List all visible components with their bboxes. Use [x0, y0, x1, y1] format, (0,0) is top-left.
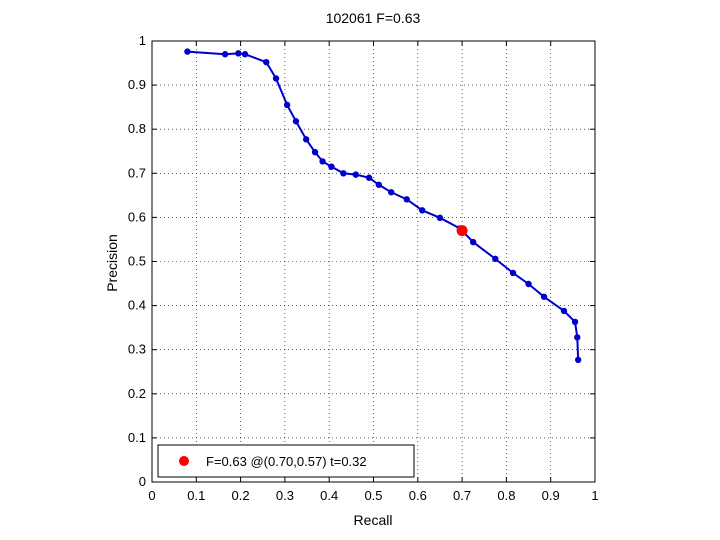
y-tick-label: 0.4 [128, 298, 146, 313]
pr-curve-point [571, 318, 579, 326]
best-f-point [456, 225, 468, 237]
y-tick-label: 0.7 [128, 165, 146, 180]
pr-curve-point [540, 293, 548, 300]
x-tick-label: 0.6 [409, 488, 427, 503]
pr-curve-point [319, 158, 326, 165]
x-tick-label: 0.7 [453, 488, 471, 503]
legend-box [157, 444, 415, 478]
y-tick-label: 0.1 [128, 430, 146, 445]
pr-curve-point [388, 189, 395, 196]
y-tick-label: 0.5 [128, 254, 146, 269]
y-tick-label: 0.9 [128, 77, 146, 92]
y-tick-label: 0 [139, 474, 146, 489]
x-tick-label: 0.3 [276, 488, 294, 503]
y-axis-title: Precision [104, 234, 120, 292]
x-tick-label: 0.2 [232, 488, 250, 503]
y-tick-label: 0.3 [128, 342, 146, 357]
pr-curve-point [509, 269, 517, 277]
x-tick-label: 0.8 [497, 488, 515, 503]
y-tick-label: 0.2 [128, 386, 146, 401]
x-tick-label: 0.1 [187, 488, 205, 503]
pr-curve-point [560, 307, 568, 315]
pr-curve-point [492, 255, 499, 263]
y-tick-label: 1 [139, 33, 146, 48]
pr-curve-point [340, 170, 347, 177]
chart-title: 102061 F=0.63 [326, 10, 421, 26]
axis-ticks: 0 0.1 0.2 0.3 0.4 0.5 0.6 0.7 0.8 0.9 1 0 0.1 0.2 0.3 0… [128, 33, 599, 503]
pr-curve-point [419, 207, 426, 214]
x-tick-label: 1 [591, 488, 598, 503]
legend: F=0.63 @(0.70,0.57) t=0.32 [157, 444, 415, 478]
pr-curve-point [525, 280, 532, 288]
pr-curve-point [184, 48, 191, 55]
pr-curve-point [375, 181, 383, 188]
pr-curve-point [469, 238, 477, 246]
legend-marker [179, 456, 189, 466]
y-tick-label: 0.6 [128, 209, 146, 224]
x-axis-title: Recall [354, 512, 393, 528]
x-tick-label: 0.5 [364, 488, 382, 503]
pr-curve-point [311, 148, 319, 156]
pr-curve-point [235, 50, 242, 57]
y-tick-label: 0.8 [128, 121, 146, 136]
pr-curve-point [241, 51, 249, 58]
pr-curve-point [283, 101, 291, 109]
legend-label: F=0.63 @(0.70,0.57) t=0.32 [206, 454, 367, 469]
x-tick-label: 0.4 [320, 488, 338, 503]
pr-curve-point [263, 58, 270, 66]
pr-curve-point [272, 75, 280, 82]
pr-curve-point [403, 196, 410, 203]
series-layer [184, 48, 582, 364]
pr-curve-line [187, 50, 580, 360]
pr-curve-point [574, 356, 582, 364]
pr-curve-point [328, 163, 335, 170]
pr-curve-point [292, 118, 300, 125]
x-tick-label: 0.9 [542, 488, 560, 503]
pr-curve-point [302, 136, 310, 143]
pr-curve-point [365, 174, 373, 181]
x-tick-label: 0 [148, 488, 155, 503]
pr-curve-point [221, 51, 229, 58]
pr-curve-point [574, 334, 581, 341]
pr-curve-point [436, 214, 444, 222]
grid-lines [152, 41, 595, 482]
pr-curve-point [352, 171, 359, 178]
